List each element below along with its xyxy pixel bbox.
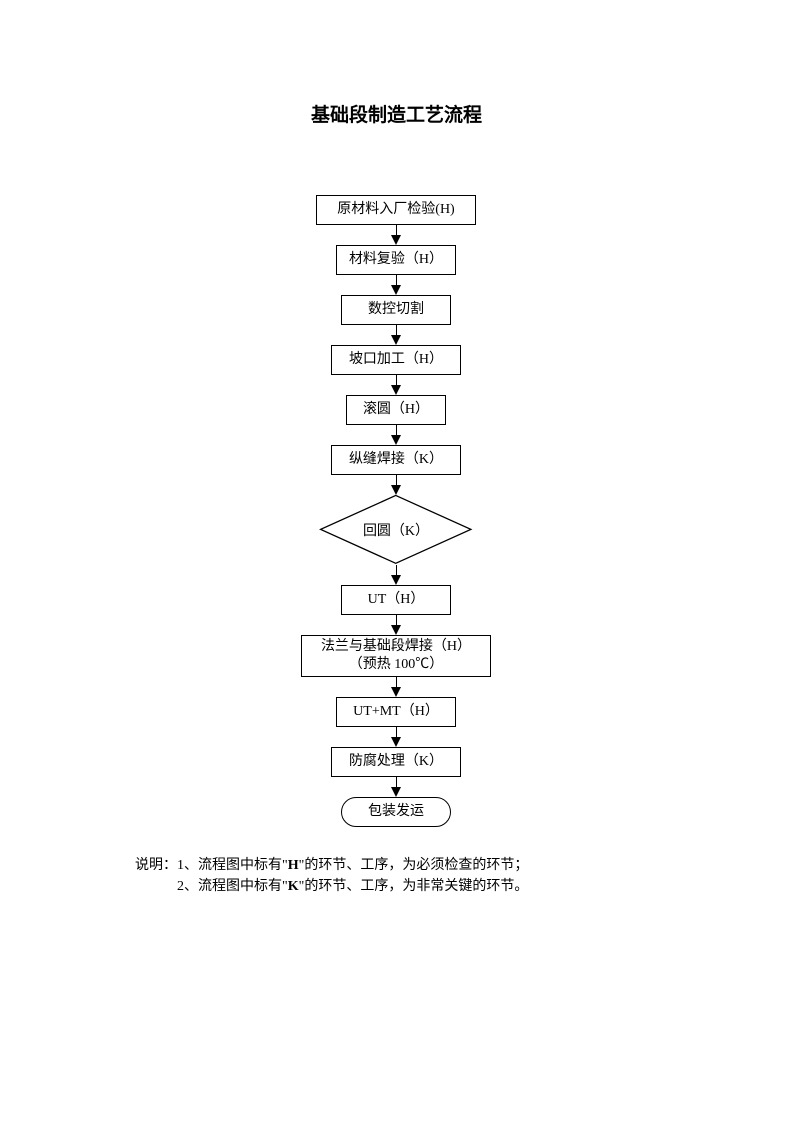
flowchart-process-node: 原材料入厂检验(H) xyxy=(316,195,476,225)
flowchart-process-node: UT（H） xyxy=(341,585,451,615)
note-bold-marker: H xyxy=(288,858,299,873)
flowchart-arrow-head xyxy=(391,687,401,697)
flowchart-arrow-head xyxy=(391,385,401,395)
flowchart-process-node: 纵缝焊接（K） xyxy=(331,445,461,475)
flowchart-terminator-node: 包装发运 xyxy=(341,797,451,827)
flowchart-process-node: 坡口加工（H） xyxy=(331,345,461,375)
flowchart-process-node: 数控切割 xyxy=(341,295,451,325)
notes-section: 说明：1、流程图中标有"H"的环节、工序，为必须检查的环节； 2、流程图中标有"… xyxy=(135,855,528,897)
page-title: 基础段制造工艺流程 xyxy=(0,100,793,127)
flowchart-arrow-head xyxy=(391,235,401,245)
flowchart-arrow-head xyxy=(391,485,401,495)
flowchart-decision-node: 回圆（K） xyxy=(319,495,474,565)
flowchart-arrow-head xyxy=(391,335,401,345)
flowchart-arrow-head xyxy=(391,737,401,747)
flowchart-arrow-head xyxy=(391,285,401,295)
flowchart-node-label: 回圆（K） xyxy=(319,495,474,565)
flowchart-arrow-head xyxy=(391,435,401,445)
flowchart-arrow-head xyxy=(391,787,401,797)
flowchart-arrow-head xyxy=(391,625,401,635)
flowchart-process-node: UT+MT（H） xyxy=(336,697,456,727)
flowchart-process-node: 防腐处理（K） xyxy=(331,747,461,777)
note-bold-marker: K xyxy=(288,879,299,894)
flowchart-process-node: 材料复验（H） xyxy=(336,245,456,275)
note-line: 2、流程图中标有"K"的环节、工序，为非常关键的环节。 xyxy=(135,876,528,897)
flowchart-process-node: 滚圆（H） xyxy=(346,395,446,425)
flowchart-arrow-head xyxy=(391,575,401,585)
flowchart-process-node: 法兰与基础段焊接（H） （预热 100℃） xyxy=(301,635,491,677)
note-line: 说明：1、流程图中标有"H"的环节、工序，为必须检查的环节； xyxy=(135,855,528,876)
